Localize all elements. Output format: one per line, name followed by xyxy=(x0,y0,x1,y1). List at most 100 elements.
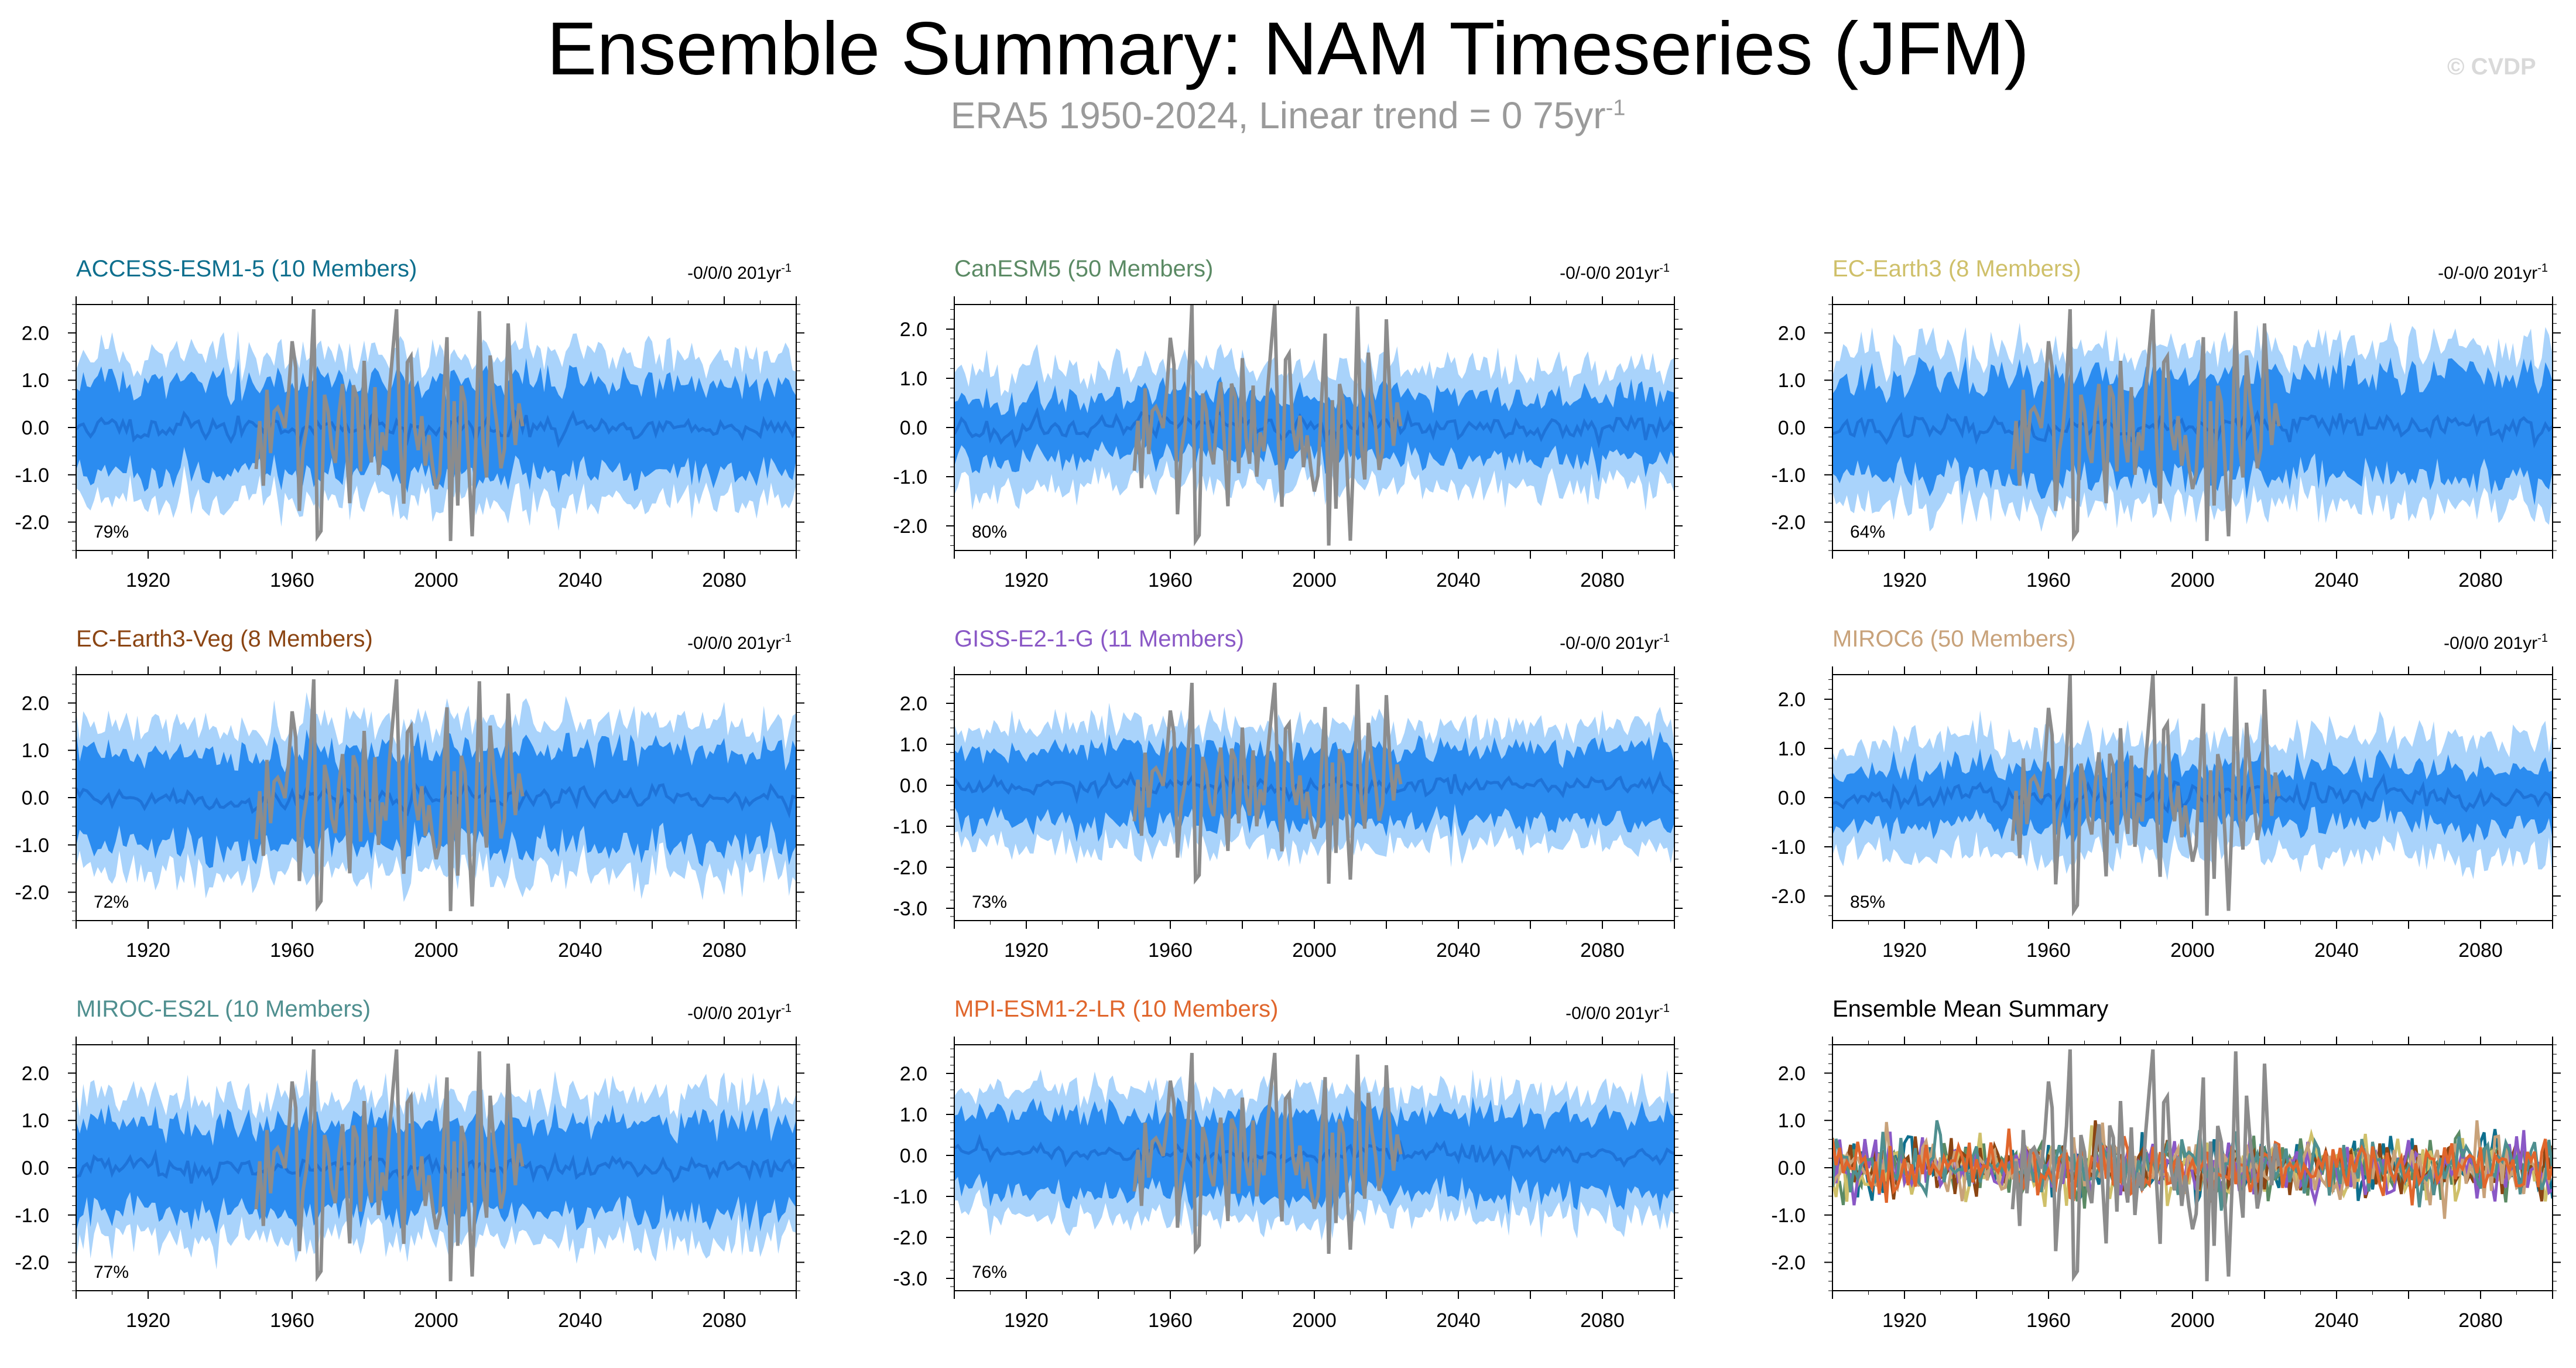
y-tick-label: -1.0 xyxy=(15,464,49,487)
chart-panel-2: CanESM5 (50 Members) -0/-0/0 201yr-1 2.0 1.… xyxy=(893,256,1683,591)
ensemble-mean-line xyxy=(76,408,796,448)
cvdp-watermark: © CVDP xyxy=(2447,54,2536,80)
y-tick-label: -2.0 xyxy=(893,515,927,538)
y-tick-label: -3.0 xyxy=(893,1268,927,1290)
y-tick-label: 0.0 xyxy=(900,417,927,439)
ensemble-mean-series-8 xyxy=(1832,1128,2553,1206)
y-tick-label: 2.0 xyxy=(22,1062,49,1085)
x-tick-label: 2040 xyxy=(1436,939,1481,962)
panel-title: EC-Earth3 (8 Members) xyxy=(1832,256,2081,282)
observed-era5-line xyxy=(2010,675,2281,917)
x-tick-label: 1920 xyxy=(1882,939,1927,962)
x-tick-label: 1960 xyxy=(270,1309,314,1332)
chart-panel-3: EC-Earth3 (8 Members) -0/-0/0 201yr-1 2.0 1… xyxy=(1771,256,2561,591)
panel-title: GISS-E2-1-G (11 Members) xyxy=(954,626,1244,652)
panel-title: Ensemble Mean Summary xyxy=(1832,996,2108,1022)
y-tick-label: 0.0 xyxy=(1778,787,1806,809)
y-tick-label: -3.0 xyxy=(893,898,927,920)
x-tick-label: 2080 xyxy=(1580,939,1625,962)
trend-superscript: -1 xyxy=(781,632,792,645)
x-tick-label: 1920 xyxy=(1882,569,1927,591)
y-tick-label: 0.0 xyxy=(22,417,49,439)
panel-title: CanESM5 (50 Members) xyxy=(954,256,1213,282)
panel-trend-label: -0/0/0 201yr-1 xyxy=(687,632,792,653)
plot-area xyxy=(1832,309,2553,542)
chart-panel-8: MPI-ESM1-2-LR (10 Members) -0/0/0 201yr-1… xyxy=(893,996,1683,1332)
x-tick-label: 2040 xyxy=(2314,1309,2359,1332)
x-tick-label: 2080 xyxy=(702,569,746,591)
observed-era5-line xyxy=(2010,309,2281,542)
x-tick-label: 1960 xyxy=(1148,939,1193,962)
y-tick-label: 2.0 xyxy=(1778,1062,1806,1085)
panel-title: MIROC6 (50 Members) xyxy=(1832,626,2076,652)
x-tick-label: 2080 xyxy=(2458,939,2503,962)
ensemble-mean-line xyxy=(1832,772,2553,820)
trend-value: -0/0/0 201yr xyxy=(1566,1004,1659,1023)
subtitle-superscript: -1 xyxy=(1605,95,1626,121)
panel-percentage: 76% xyxy=(972,1263,1007,1282)
subtitle: ERA5 1950-2024, Linear trend = 0 75yr-1 xyxy=(0,94,2576,137)
x-tick-label: 1920 xyxy=(126,939,170,962)
plot-area xyxy=(76,1049,796,1282)
y-tick-label: 1.0 xyxy=(22,740,49,762)
y-tick-label: -1.0 xyxy=(15,835,49,857)
x-tick-label: 2040 xyxy=(558,1309,602,1332)
y-tick-label: 0.0 xyxy=(22,787,49,809)
panel-title: EC-Earth3-Veg (8 Members) xyxy=(76,626,373,652)
y-tick-label: 2.0 xyxy=(900,693,927,715)
panel-title: MPI-ESM1-2-LR (10 Members) xyxy=(954,996,1278,1022)
panel-percentage: 85% xyxy=(1850,892,1885,912)
y-tick-label: 2.0 xyxy=(22,692,49,714)
plot-area xyxy=(76,679,796,912)
ensemble-mean-line xyxy=(1832,409,2553,449)
y-tick-label: 0.0 xyxy=(1778,1157,1806,1179)
y-tick-label: 1.0 xyxy=(1778,1110,1806,1132)
observed-era5-line xyxy=(254,1049,525,1282)
chart-panel-6: MIROC6 (50 Members) -0/0/0 201yr-1 2.0 1.0 0… xyxy=(1771,626,2561,962)
observed-era5-line xyxy=(254,679,525,912)
observed-era5-line xyxy=(1132,682,1403,885)
x-tick-label: 2040 xyxy=(558,569,602,591)
trend-value: -0/-0/0 201yr xyxy=(1560,634,1659,653)
x-tick-label: 2000 xyxy=(1292,1309,1337,1332)
x-tick-label: 2080 xyxy=(1580,1309,1625,1332)
y-tick-label: -2.0 xyxy=(1771,512,1806,534)
panel-percentage: 77% xyxy=(94,1263,129,1282)
x-tick-label: 1960 xyxy=(270,569,314,591)
observed-era5-line xyxy=(1132,1052,1403,1255)
y-tick-label: 1.0 xyxy=(900,734,927,756)
x-tick-label: 1960 xyxy=(2026,939,2071,962)
y-tick-label: 0.0 xyxy=(22,1157,49,1179)
x-tick-label: 2040 xyxy=(1436,569,1481,591)
trend-superscript: -1 xyxy=(1659,1002,1670,1015)
trend-superscript: -1 xyxy=(781,1002,792,1015)
panel-percentage: 79% xyxy=(94,522,129,542)
y-tick-label: 1.0 xyxy=(900,1104,927,1126)
ensemble-mean-line xyxy=(954,770,1674,805)
y-tick-label: 1.0 xyxy=(22,1110,49,1132)
chart-panel-5: GISS-E2-1-G (11 Members) -0/-0/0 201yr-1 2… xyxy=(893,626,1683,962)
y-tick-label: 2.0 xyxy=(22,322,49,344)
y-tick-label: -2.0 xyxy=(1771,885,1806,908)
x-tick-label: 1920 xyxy=(126,569,170,591)
ensemble-mean-line xyxy=(954,1134,1674,1172)
panel-trend-label: -0/-0/0 201yr-1 xyxy=(2438,262,2548,283)
subtitle-text: ERA5 1950-2024, Linear trend = 0 75yr xyxy=(950,94,1606,136)
trend-superscript: -1 xyxy=(1659,262,1670,275)
x-tick-label: 1920 xyxy=(1882,1309,1927,1332)
panel-trend-label: -0/-0/0 201yr-1 xyxy=(1560,632,1670,653)
plot-area xyxy=(1832,1049,2553,1282)
x-tick-label: 1920 xyxy=(126,1309,170,1332)
y-tick-label: -1.0 xyxy=(893,1186,927,1208)
trend-value: -0/0/0 201yr xyxy=(687,264,781,283)
panel-percentage: 72% xyxy=(94,892,129,912)
x-tick-label: 2040 xyxy=(1436,1309,1481,1332)
x-tick-label: 2000 xyxy=(1292,569,1337,591)
trend-superscript: -1 xyxy=(2537,262,2548,275)
inner-spread-band xyxy=(1832,748,2553,844)
x-tick-label: 2000 xyxy=(2170,569,2215,591)
y-tick-label: -2.0 xyxy=(15,1252,49,1274)
ensemble-mean-line xyxy=(76,780,796,819)
trend-value: -0/0/0 201yr xyxy=(687,1004,781,1023)
y-tick-label: -2.0 xyxy=(893,857,927,879)
